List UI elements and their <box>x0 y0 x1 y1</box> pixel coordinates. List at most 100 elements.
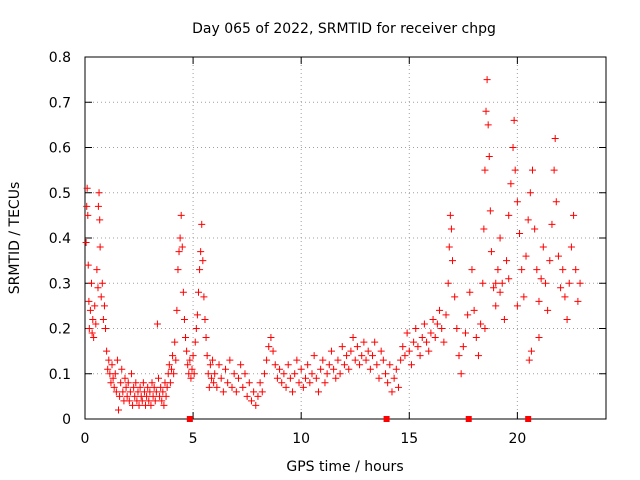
data-point <box>496 288 504 296</box>
data-point <box>144 383 152 391</box>
data-point <box>132 379 140 387</box>
data-point <box>425 347 433 355</box>
data-point <box>96 243 104 251</box>
data-point <box>254 392 262 400</box>
data-point <box>92 320 100 328</box>
data-point <box>533 266 541 274</box>
data-point <box>541 279 549 287</box>
data-point <box>194 288 202 296</box>
data-point <box>299 383 307 391</box>
data-point <box>312 374 320 382</box>
bottom-markers <box>186 416 532 422</box>
data-point <box>319 356 327 364</box>
data-point <box>174 266 182 274</box>
data-point <box>429 315 437 323</box>
data-point <box>349 334 357 342</box>
data-point <box>436 306 444 314</box>
data-point <box>375 374 383 382</box>
data-point <box>446 211 454 219</box>
data-point <box>455 352 463 360</box>
data-point <box>321 379 329 387</box>
data-point <box>271 361 279 369</box>
data-point <box>176 234 184 242</box>
data-point <box>197 248 205 256</box>
data-point <box>222 365 230 373</box>
data-point <box>159 388 167 396</box>
data-point <box>211 370 219 378</box>
data-point <box>481 166 489 174</box>
data-point <box>163 383 171 391</box>
data-point <box>356 361 364 369</box>
data-point <box>418 334 426 342</box>
data-point <box>466 288 474 296</box>
data-point <box>209 356 217 364</box>
data-point <box>470 306 478 314</box>
data-point <box>113 356 121 364</box>
data-point <box>167 365 175 373</box>
data-point <box>243 392 251 400</box>
data-point <box>201 315 209 323</box>
data-point <box>297 365 305 373</box>
data-point <box>192 325 200 332</box>
data-point <box>360 338 368 346</box>
data-point <box>156 392 164 400</box>
data-point <box>105 356 113 364</box>
data-point <box>87 279 95 287</box>
data-point <box>551 134 559 142</box>
x-tick-label: 15 <box>400 431 418 447</box>
data-point <box>500 315 508 323</box>
y-tick-label: 0.5 <box>49 186 71 202</box>
data-point <box>345 365 353 373</box>
data-point <box>457 370 465 378</box>
data-point <box>291 370 299 378</box>
data-point <box>516 229 524 237</box>
data-point <box>351 356 359 364</box>
data-point <box>527 347 535 355</box>
data-point <box>193 311 201 319</box>
data-point <box>438 325 446 332</box>
data-point <box>509 144 517 151</box>
data-point <box>565 279 573 287</box>
data-point <box>224 379 232 387</box>
data-point <box>505 275 513 283</box>
grid-lines <box>85 57 606 419</box>
data-point <box>258 388 266 396</box>
data-point <box>427 329 435 337</box>
data-point <box>247 397 255 405</box>
data-point <box>84 211 92 219</box>
data-point <box>371 338 379 346</box>
data-point <box>127 370 135 378</box>
data-point <box>203 352 211 360</box>
data-point <box>230 370 238 378</box>
x-tick-label: 0 <box>81 431 90 447</box>
bottom-marker <box>525 416 532 422</box>
data-point <box>282 383 290 391</box>
data-point <box>394 383 402 391</box>
data-point <box>464 311 472 319</box>
data-point <box>306 379 314 387</box>
data-point <box>96 216 104 224</box>
data-point <box>405 347 413 355</box>
data-point <box>447 225 455 233</box>
data-point <box>528 166 536 174</box>
data-point <box>207 374 215 382</box>
data-point <box>228 383 236 391</box>
data-point <box>522 252 530 260</box>
data-point <box>343 352 351 360</box>
data-point <box>401 352 409 360</box>
data-point <box>148 379 156 387</box>
y-tick-label: 0.8 <box>49 50 71 66</box>
data-point <box>153 320 161 328</box>
data-point <box>433 320 441 328</box>
data-point <box>535 334 543 342</box>
data-point <box>146 388 154 396</box>
data-point <box>104 365 112 373</box>
data-point <box>482 107 490 115</box>
data-point <box>241 370 249 378</box>
y-tick-label: 0.4 <box>49 231 71 247</box>
data-point <box>175 248 183 256</box>
data-point <box>200 293 208 301</box>
data-point <box>550 166 558 174</box>
data-point <box>468 266 476 274</box>
data-point <box>166 379 174 387</box>
